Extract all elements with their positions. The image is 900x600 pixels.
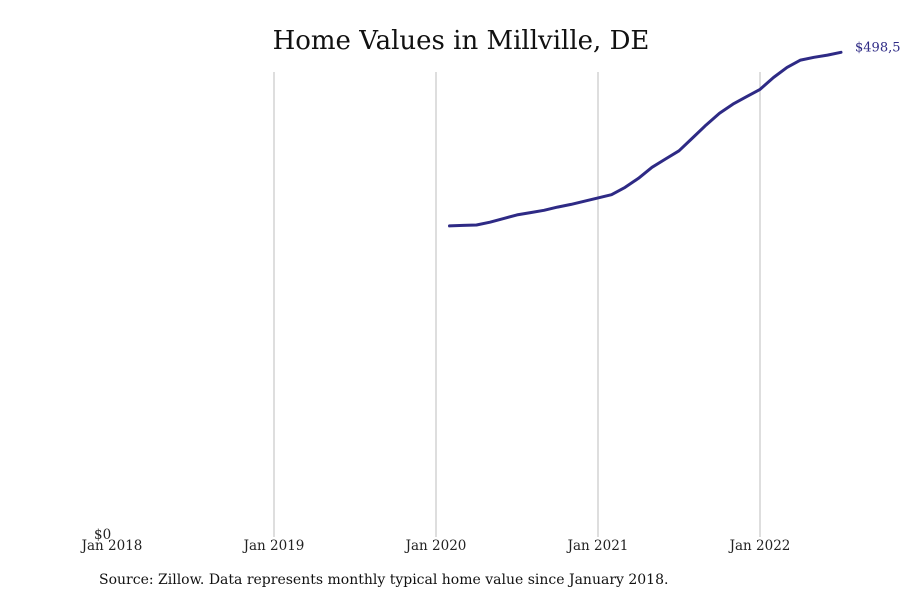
x-tick-label: Jan 2020 xyxy=(404,538,467,554)
x-tick-label: Jan 2021 xyxy=(566,538,629,554)
x-tick-label: Jan 2018 xyxy=(80,538,143,554)
series-line xyxy=(448,50,843,228)
y-tick-label: $0 xyxy=(94,527,111,543)
end-value-label: $498,507 xyxy=(855,40,900,55)
x-tick-label: Jan 2019 xyxy=(242,538,305,554)
source-note: Source: Zillow. Data represents monthly … xyxy=(99,572,669,588)
series-layer: $498,507 xyxy=(448,40,900,228)
chart-title: Home Values in Millville, DE xyxy=(272,26,650,56)
tick-labels: Jan 2018 Jan 2019 Jan 2020 Jan 2021 Jan 2022… xyxy=(80,527,791,554)
x-tick-label: Jan 2022 xyxy=(728,538,791,554)
grid-lines xyxy=(273,72,761,537)
